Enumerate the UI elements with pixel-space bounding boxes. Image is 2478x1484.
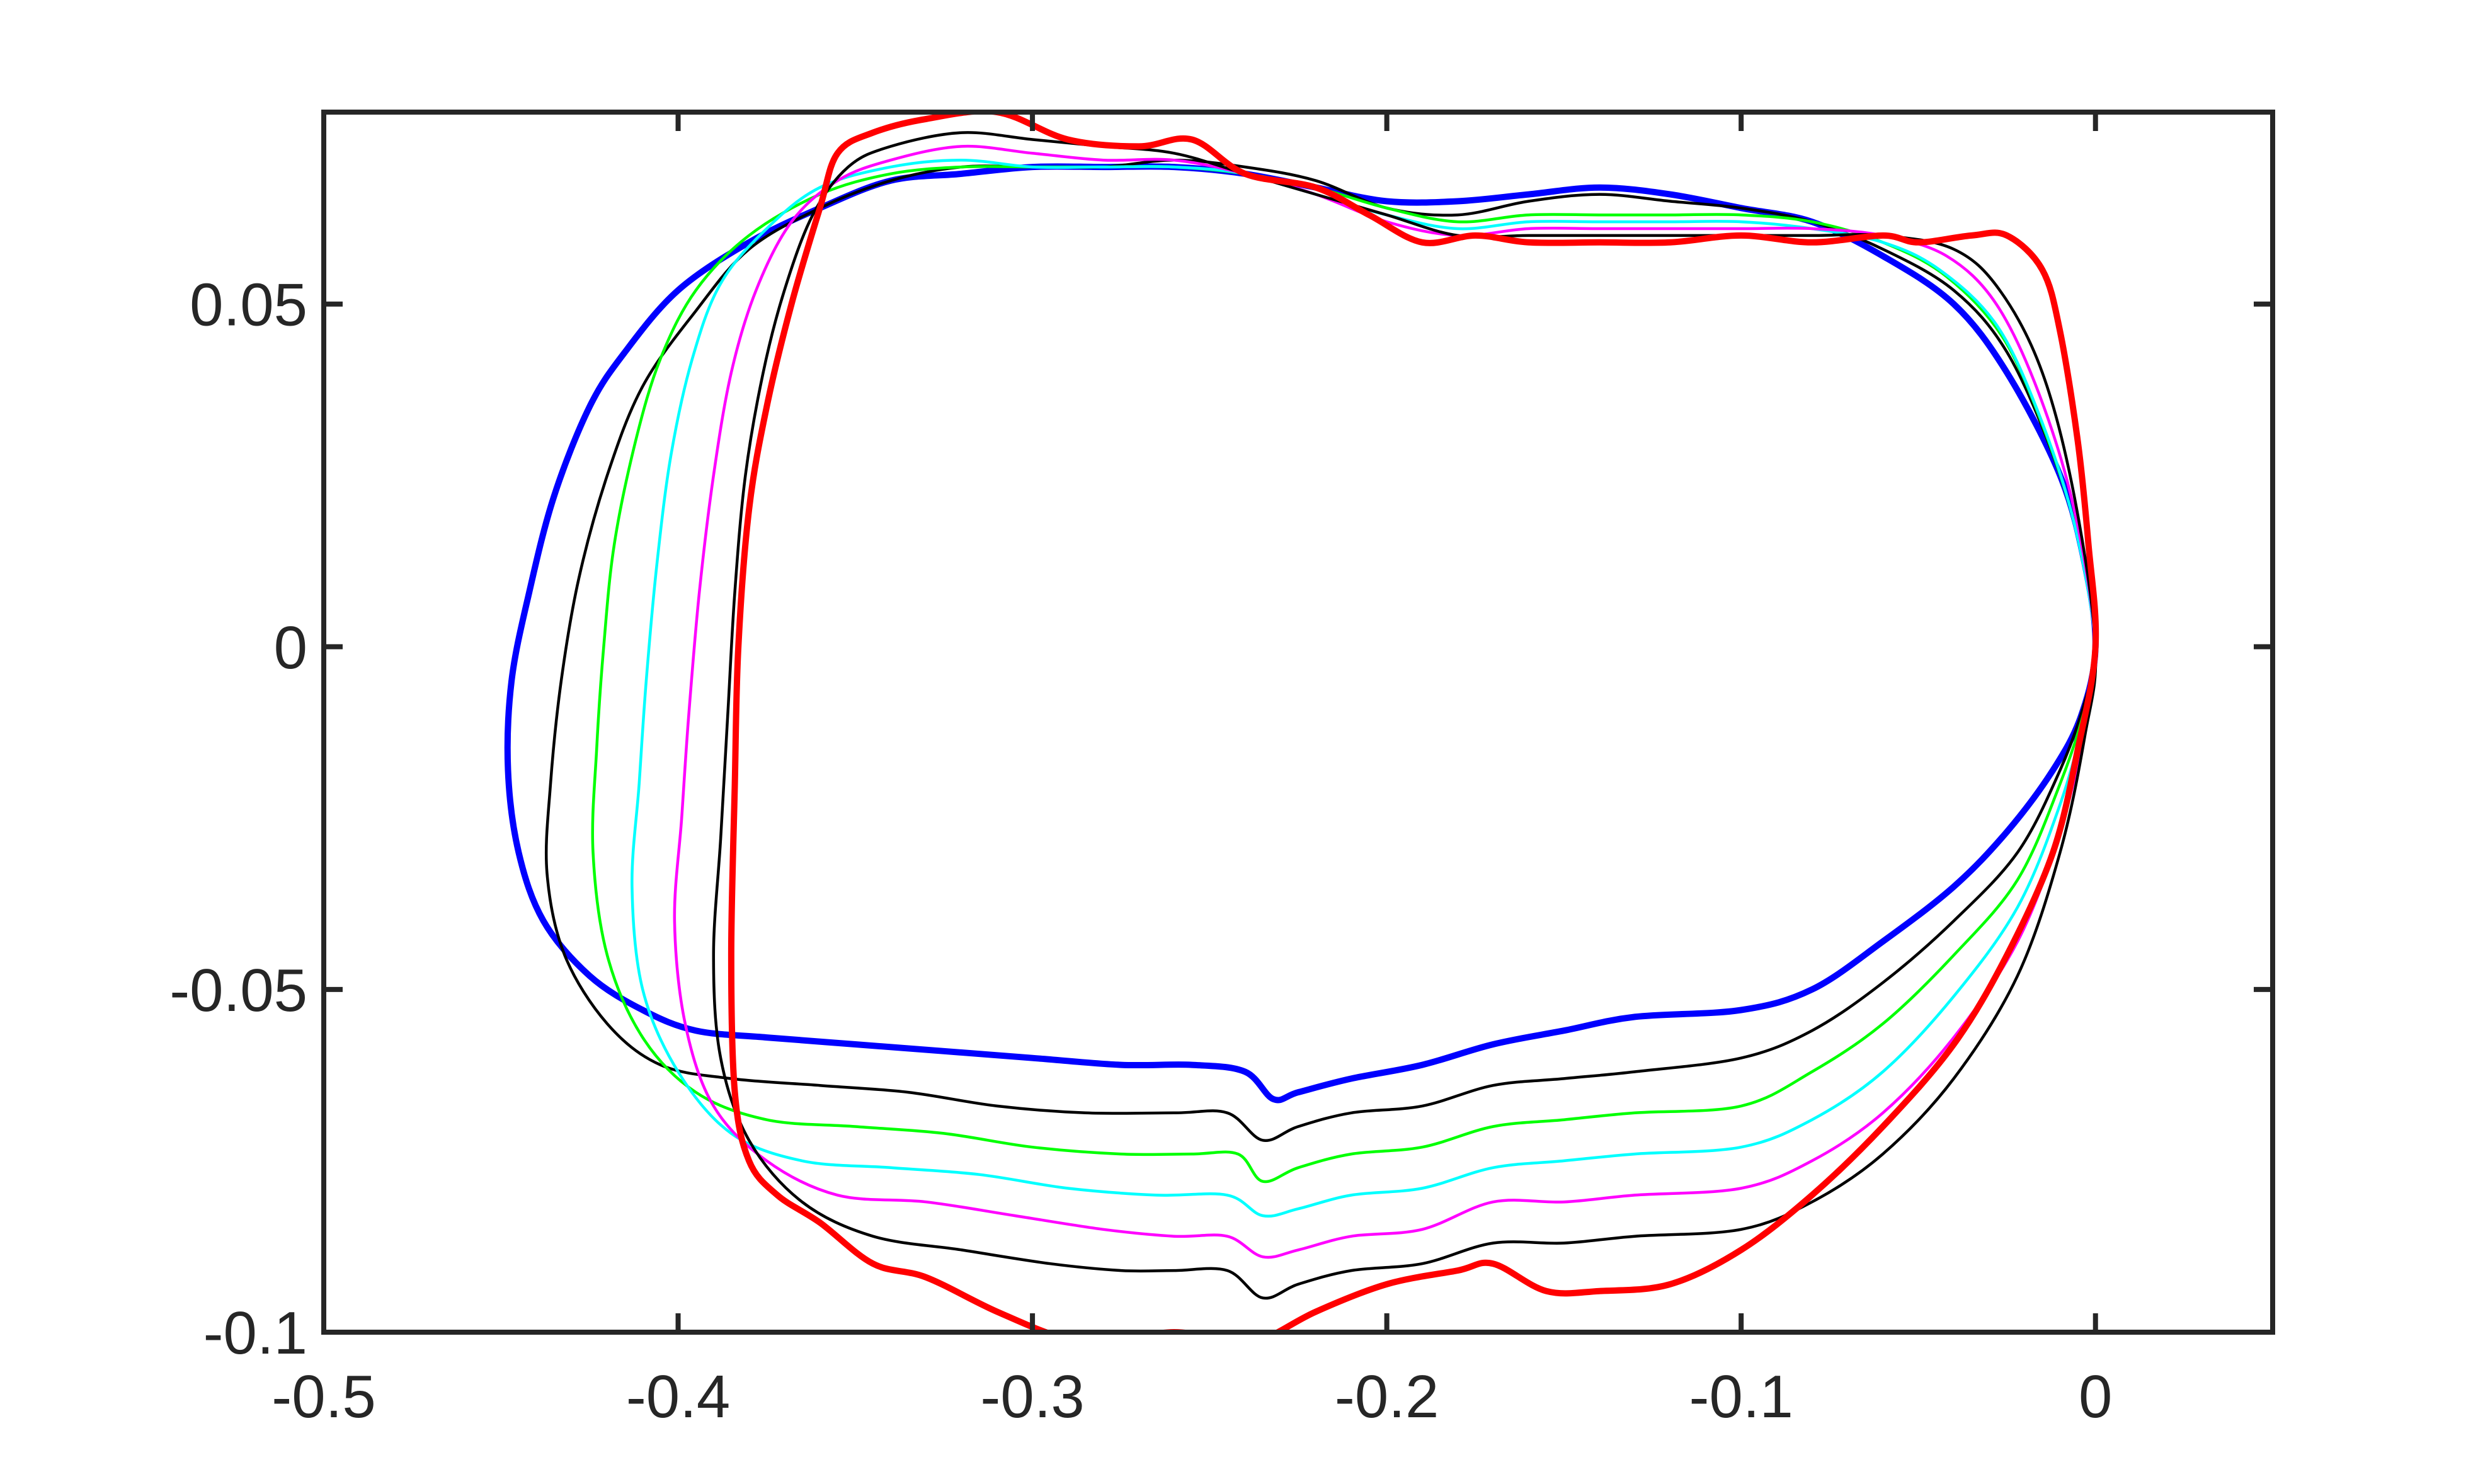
axes-layer: -0.5 -0.4 -0.3 -0.2 -0.1 0 -0.1 -0.05 0 0.05 (169, 110, 2275, 1430)
plot-frame (321, 110, 2275, 1335)
y-tick-label: -0.05 (169, 957, 307, 1024)
series-line-1 (504, 163, 2099, 1104)
x-tick-label: -0.4 (626, 1363, 730, 1430)
series-line-5 (673, 144, 2098, 1259)
series-line-2 (544, 158, 2097, 1142)
x-tick-label: 0 (2079, 1363, 2112, 1430)
x-tick-label: -0.1 (1689, 1363, 1793, 1430)
x-tick-label: -0.5 (271, 1363, 375, 1430)
series-line-6 (712, 131, 2098, 1300)
series-layer (504, 112, 2099, 1332)
series-line-7 (728, 112, 2099, 1332)
y-tick-label: -0.1 (203, 1299, 307, 1367)
x-tick-label: -0.2 (1335, 1363, 1439, 1430)
y-tick-label: 0.05 (190, 271, 307, 339)
y-tick-label: 0 (274, 614, 307, 682)
series-line-3 (591, 165, 2098, 1184)
x-tick-label: -0.3 (980, 1363, 1084, 1430)
series-line-4 (631, 158, 2098, 1218)
